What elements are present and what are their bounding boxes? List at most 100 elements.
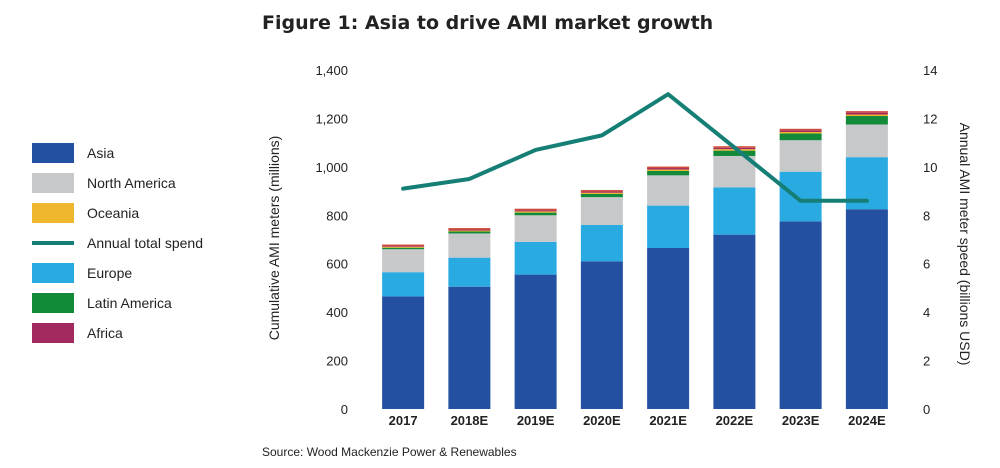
bar-africa: [580, 191, 623, 193]
y-axis-title: Cumulative AMI meters (millions): [266, 136, 282, 341]
legend-label: Oceania: [87, 205, 139, 221]
bar-africa: [382, 246, 425, 247]
bar-europe: [580, 224, 623, 262]
category-label: 2024E: [848, 413, 886, 428]
bar-europe: [713, 187, 756, 235]
bar-north-america: [580, 197, 623, 225]
left-tick-label: 0: [341, 402, 348, 417]
category-label: 2023E: [782, 413, 820, 428]
bar-north-america: [514, 215, 557, 242]
left-tick-label: 400: [326, 305, 348, 320]
bar-oceania: [580, 192, 623, 194]
bar-asia: [580, 261, 623, 409]
bar-europe: [779, 171, 822, 222]
bar-latin-america: [580, 193, 623, 198]
bar-north-america: [779, 140, 822, 172]
category-label: 2019E: [517, 413, 555, 428]
category-label: 2018E: [451, 413, 489, 428]
bar-oceania: [845, 114, 888, 117]
right-tick-label: 12: [923, 111, 937, 126]
bar-asia: [713, 234, 756, 409]
category-labels: 2017 2018E 2019E 2020E 2021E 2022E 2023E 2024E: [389, 413, 886, 428]
bar-africa: [845, 112, 888, 115]
bar-africa: [514, 210, 557, 212]
bar-latin-america: [514, 212, 557, 216]
right-tick-label: 8: [923, 208, 930, 223]
bar-africa: [448, 229, 491, 231]
legend-swatch-latin-america: [32, 293, 74, 313]
bar-europe: [382, 272, 425, 297]
bar-asia: [382, 296, 425, 409]
bar-latin-america: [713, 150, 756, 156]
left-tick-label: 1,000: [315, 160, 348, 175]
category-label: 2022E: [716, 413, 754, 428]
legend-label: Latin America: [87, 295, 172, 311]
bar-asia: [647, 247, 690, 409]
bar-latin-america: [647, 170, 690, 176]
legend-label: Annual total spend: [87, 235, 203, 251]
bar-latin-america: [845, 116, 888, 125]
left-tick-label: 1,200: [315, 111, 348, 126]
bar-oceania: [779, 131, 822, 134]
legend-swatch-asia: [32, 143, 74, 163]
bar-oceania: [382, 246, 425, 248]
legend-swatch-europe: [32, 263, 74, 283]
bar-latin-america: [448, 231, 491, 234]
bar-top-cap: [382, 244, 425, 247]
left-tick-label: 200: [326, 354, 348, 369]
bar-latin-america: [382, 247, 425, 250]
category-label: 2021E: [649, 413, 687, 428]
legend-line-swatch: [32, 241, 74, 245]
bar-europe: [647, 205, 690, 248]
right-axis-ticks: 0 2 4 6 8 10 12 14: [923, 63, 937, 417]
right-tick-label: 14: [923, 63, 937, 78]
bar-top-cap: [845, 111, 888, 113]
left-tick-label: 1,400: [315, 63, 348, 78]
bar-top-cap: [779, 128, 822, 131]
left-tick-label: 800: [326, 208, 348, 223]
right-tick-label: 4: [923, 305, 930, 320]
legend-label: Africa: [87, 325, 123, 341]
source-note: Source: Wood Mackenzie Power & Renewable…: [262, 445, 517, 459]
right-tick-label: 6: [923, 257, 930, 272]
y2-axis-title: Annual AMI meter speed (billions USD): [957, 123, 973, 366]
bar-asia: [779, 221, 822, 409]
bar-top-cap: [647, 166, 690, 169]
bar-europe: [448, 257, 491, 287]
right-tick-label: 2: [923, 354, 930, 369]
right-tick-label: 0: [923, 402, 930, 417]
category-label: 2020E: [583, 413, 621, 428]
bar-latin-america: [779, 133, 822, 141]
legend-swatch-north-america: [32, 173, 74, 193]
legend-label: Europe: [87, 265, 132, 281]
legend-swatch-africa: [32, 323, 74, 343]
bar-asia: [448, 286, 491, 409]
bar-asia: [514, 274, 557, 409]
legend: Asia North America Oceania Annual total spe…: [32, 143, 203, 343]
legend-label: North America: [87, 175, 176, 191]
bar-north-america: [647, 175, 690, 206]
bar-north-america: [845, 124, 888, 158]
line-group: [401, 92, 869, 203]
legend-label: Asia: [87, 145, 114, 161]
bar-europe: [514, 241, 557, 275]
bar-africa: [779, 130, 822, 132]
left-tick-label: 600: [326, 257, 348, 272]
bar-africa: [647, 168, 690, 170]
bar-north-america: [382, 249, 425, 273]
chart-title: Figure 1: Asia to drive AMI market growt…: [262, 12, 713, 34]
category-label: 2017: [389, 413, 418, 428]
left-axis-ticks: 0 200 400 600 800 1,000 1,200 1,400: [315, 63, 348, 417]
legend-swatch-oceania: [32, 203, 74, 223]
bar-group: [382, 111, 888, 409]
bar-top-cap: [514, 208, 557, 211]
right-tick-label: 10: [923, 160, 937, 175]
bar-north-america: [448, 233, 491, 258]
bar-top-cap: [580, 190, 623, 192]
bar-oceania: [448, 230, 491, 232]
bar-top-cap: [448, 228, 491, 230]
line-annual-total-spend: [401, 92, 869, 203]
bar-oceania: [647, 169, 690, 171]
bar-asia: [845, 209, 888, 409]
